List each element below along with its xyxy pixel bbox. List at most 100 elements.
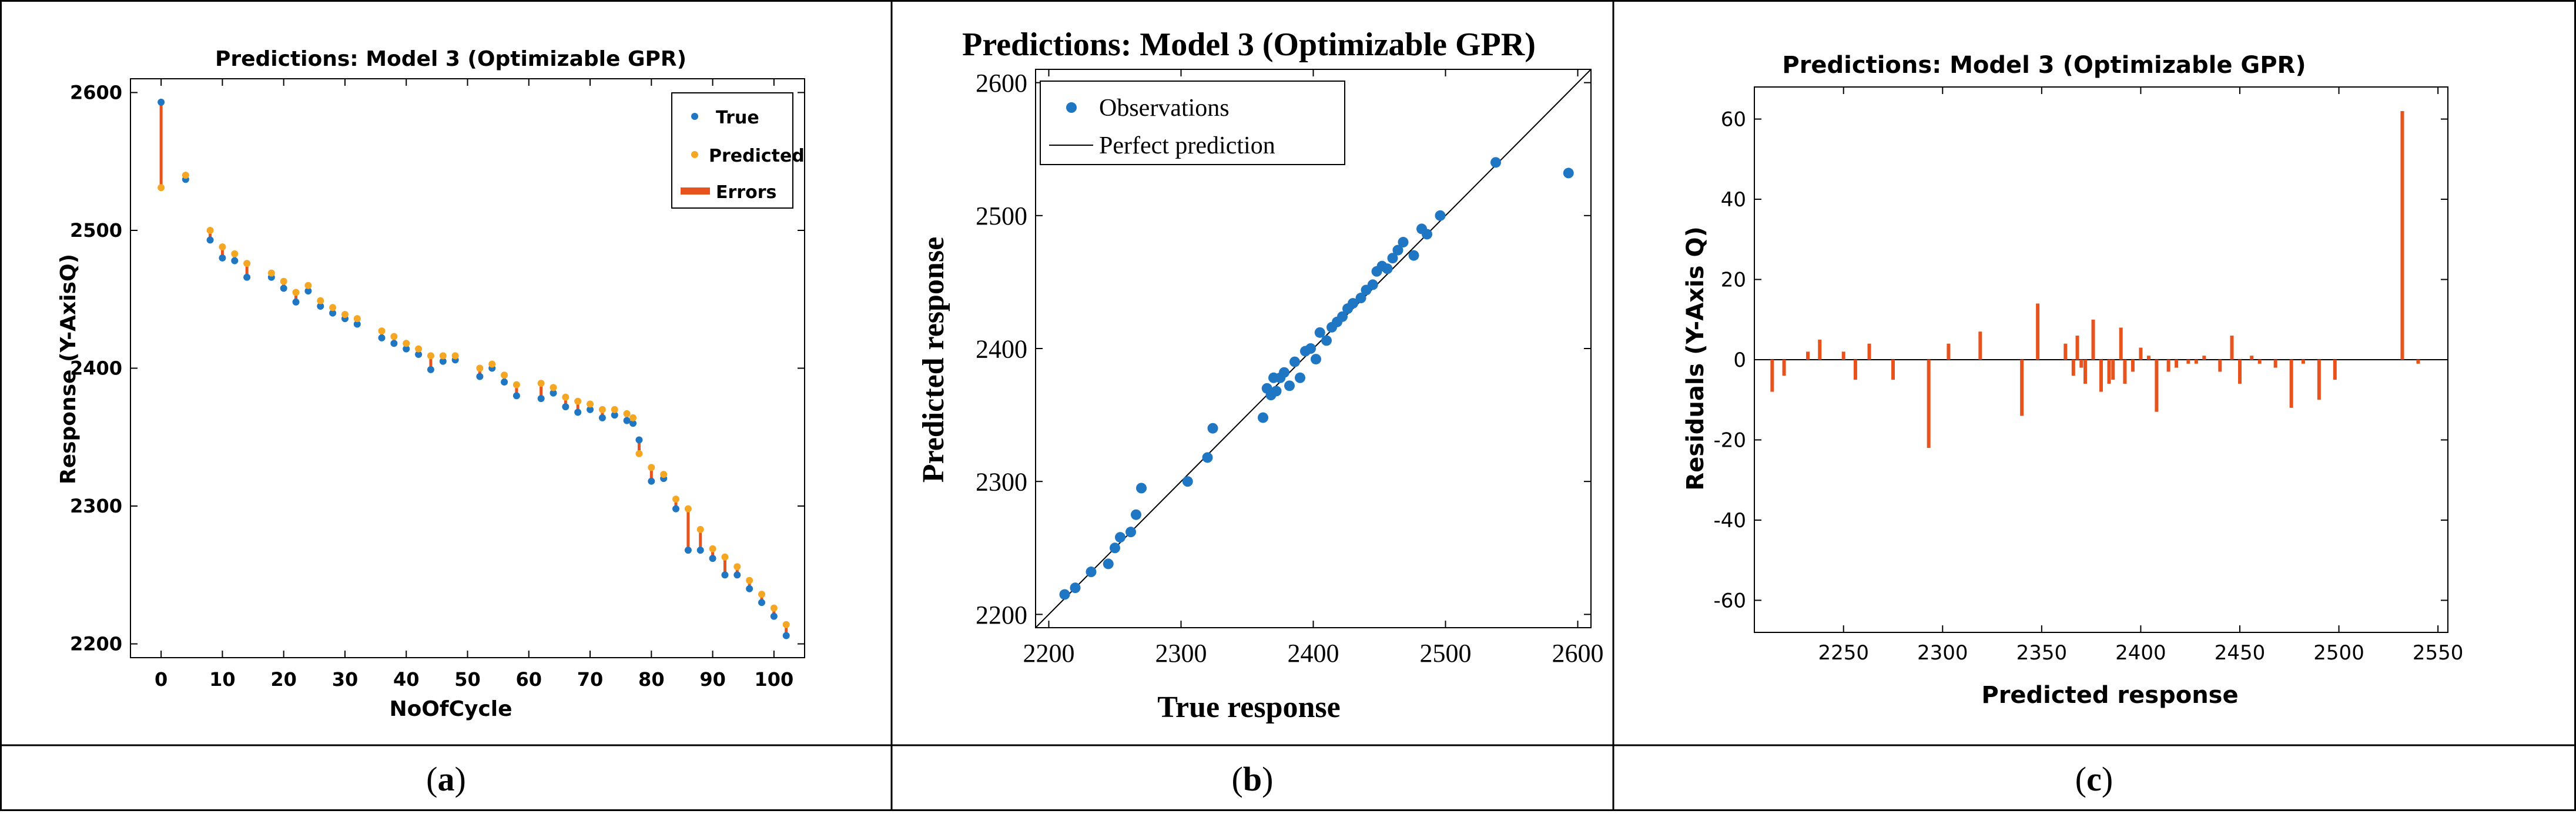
chart-a: Predictions: Model 3 (Optimizable GPR) N… — [56, 47, 805, 721]
chart-c-ticks: 2250 2300 2350 2400 2450 2500 2550 -60 -40 -20 0 20… — [1713, 87, 2463, 665]
predicted-point — [598, 406, 606, 413]
chart-b-xlabel: True response — [1157, 691, 1341, 724]
legend-observations-label: Observations — [1099, 95, 1230, 122]
residual-bar — [2079, 360, 2083, 368]
true-point — [550, 389, 557, 397]
predicted-point — [684, 505, 692, 512]
chart-b-legend-box — [1040, 81, 1345, 165]
x-tick-label: 2300 — [1155, 639, 1207, 668]
observation-point — [1305, 343, 1316, 354]
observation-point — [1398, 237, 1409, 248]
predicted-point — [660, 471, 668, 478]
x-tick-label: 2400 — [1288, 639, 1339, 668]
x-tick-label: 100 — [754, 668, 793, 691]
predicted-point — [512, 381, 520, 388]
chart-c-marks — [1754, 110, 2448, 448]
x-tick-label: 20 — [270, 668, 297, 691]
predicted-point — [182, 172, 189, 179]
residual-bar — [2202, 356, 2206, 360]
true-point — [696, 547, 704, 554]
y-tick-label: 40 — [1721, 188, 1746, 212]
observation-point — [1355, 293, 1366, 304]
x-tick-label: 2450 — [2215, 641, 2266, 665]
true-point — [378, 334, 386, 341]
predicted-point — [415, 345, 423, 353]
true-point — [512, 392, 520, 400]
residual-bar — [2230, 336, 2234, 360]
predicted-point — [721, 553, 729, 561]
residual-bar — [1818, 339, 1822, 360]
predicted-point — [206, 226, 214, 234]
true-point — [782, 632, 790, 639]
x-tick-label: 2550 — [2413, 641, 2464, 665]
predicted-point — [403, 340, 410, 347]
residual-bar — [2289, 360, 2293, 408]
true-point — [317, 302, 324, 310]
predicted-point — [488, 360, 496, 368]
chart-a-ylabel: Response (Y-AxisQ) — [56, 254, 81, 484]
x-tick-label: 2600 — [1552, 639, 1604, 668]
y-tick-label: 0 — [1733, 349, 1746, 372]
y-tick-label: 2600 — [70, 82, 122, 104]
residual-bar — [1947, 343, 1951, 360]
predicted-point — [550, 384, 557, 391]
residual-bar — [2099, 360, 2103, 392]
predicted-point — [451, 352, 459, 360]
true-point — [353, 320, 361, 328]
predicted-point — [696, 525, 704, 533]
residual-bar — [2155, 360, 2159, 412]
predicted-point — [574, 397, 582, 405]
observation-point — [1207, 423, 1218, 434]
residual-bar — [2301, 360, 2305, 364]
observation-point — [1490, 157, 1501, 168]
observation-point — [1295, 372, 1305, 383]
predicted-point — [158, 184, 165, 192]
observation-point — [1422, 229, 1432, 240]
chart-a-marks — [158, 98, 790, 639]
observation-point — [1258, 412, 1268, 423]
residual-bar — [1841, 351, 1845, 360]
predicted-point — [292, 289, 300, 296]
predicted-point — [537, 380, 545, 387]
true-point — [415, 351, 423, 359]
predicted-point — [427, 352, 434, 360]
predicted-point — [611, 406, 618, 413]
true-point — [537, 395, 545, 403]
observation-point — [1314, 327, 1325, 338]
x-tick-label: 0 — [155, 668, 168, 691]
predicted-point — [562, 393, 570, 401]
true-point — [231, 257, 239, 264]
x-tick-label: 10 — [209, 668, 236, 691]
predicted-point — [390, 333, 398, 340]
observation-point — [1284, 380, 1295, 391]
chart-b-marks — [1035, 69, 1592, 628]
observation-point — [1382, 263, 1393, 274]
legend-observations-marker — [1066, 102, 1077, 113]
residual-bar — [2416, 360, 2420, 364]
observation-point — [1289, 356, 1300, 367]
observation-point — [1059, 589, 1070, 600]
chart-a-legend: True Predicted Errors — [671, 92, 805, 209]
true-point — [574, 408, 582, 416]
true-point — [206, 236, 214, 244]
y-tick-label: -20 — [1713, 428, 1746, 452]
residual-bar — [2273, 360, 2277, 368]
observation-point — [1086, 567, 1097, 577]
predicted-point — [758, 591, 766, 598]
true-point — [709, 555, 716, 562]
predicted-point — [629, 414, 637, 421]
true-point — [243, 273, 251, 281]
observation-point — [1103, 558, 1114, 570]
y-tick-label: 2600 — [976, 69, 1027, 98]
predicted-point — [304, 282, 312, 289]
y-tick-label: 2400 — [70, 357, 122, 380]
observation-point — [1321, 335, 1332, 346]
residual-bar — [1853, 360, 1857, 380]
x-tick-label: 2500 — [1420, 639, 1472, 668]
observation-point — [1435, 210, 1446, 221]
residual-bar — [2119, 327, 2123, 360]
x-tick-label: 50 — [454, 668, 481, 691]
x-tick-label: 40 — [393, 668, 420, 691]
true-point — [672, 505, 680, 512]
